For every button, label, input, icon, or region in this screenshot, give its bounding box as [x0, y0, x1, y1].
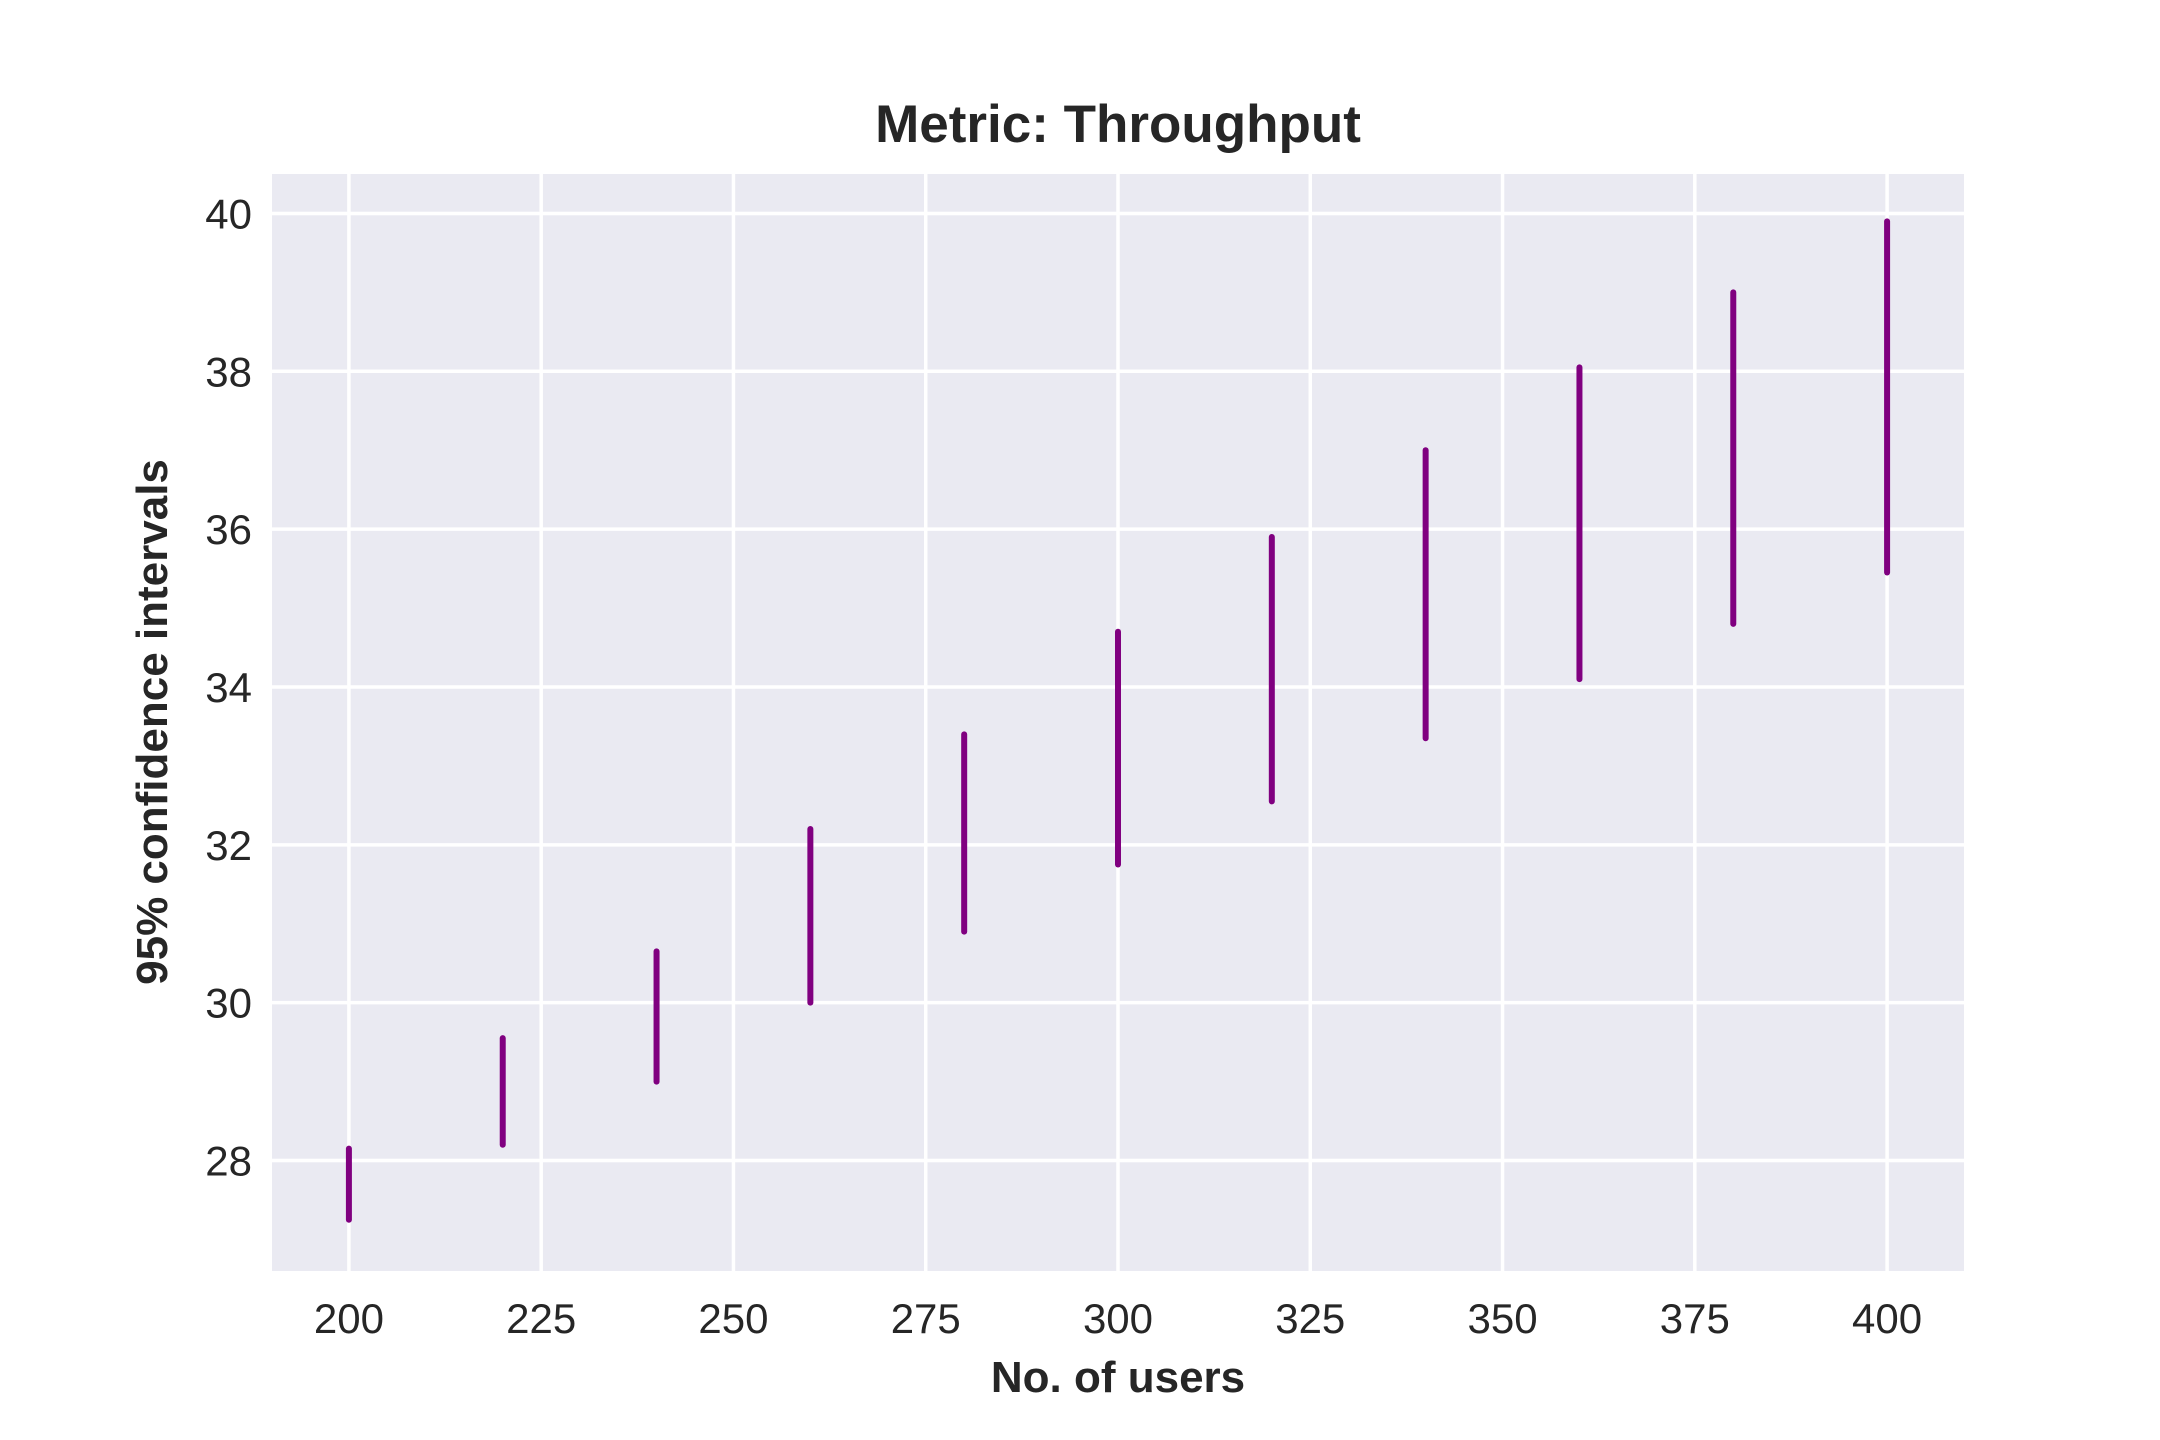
x-tick-label: 300 — [1083, 1295, 1153, 1342]
x-tick-label: 275 — [891, 1295, 961, 1342]
x-tick-label: 225 — [506, 1295, 576, 1342]
x-tick-labels: 200 225 250 275 300 325 350 375 400 — [314, 1295, 1922, 1342]
chart-title: Metric: Throughput — [875, 95, 1361, 154]
x-tick-label: 350 — [1468, 1295, 1538, 1342]
y-gridlines — [272, 211, 1964, 1163]
x-tick-label: 375 — [1660, 1295, 1730, 1342]
y-tick-labels: 28 30 32 34 36 38 40 — [205, 190, 252, 1184]
y-tick-label: 36 — [205, 506, 252, 553]
y-tick-label: 34 — [205, 664, 252, 711]
y-tick-label: 40 — [205, 190, 252, 237]
confidence-interval-bars — [345, 218, 1891, 1223]
x-tick-label: 325 — [1275, 1295, 1345, 1342]
y-tick-label: 28 — [205, 1138, 252, 1185]
x-tick-label: 200 — [314, 1295, 384, 1342]
x-tick-label: 400 — [1852, 1295, 1922, 1342]
x-axis-label: No. of users — [991, 1353, 1245, 1402]
y-tick-label: 38 — [205, 348, 252, 395]
y-tick-label: 32 — [205, 822, 252, 869]
y-axis-label: 95% confidence intervals — [128, 459, 177, 985]
y-tick-label: 30 — [205, 980, 252, 1027]
x-tick-label: 250 — [698, 1295, 768, 1342]
